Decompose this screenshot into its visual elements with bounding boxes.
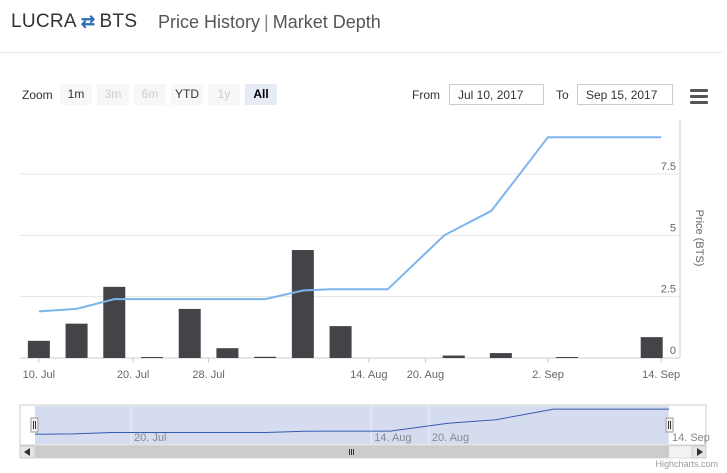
- volume-bar: [65, 323, 88, 358]
- volume-bar: [254, 356, 277, 358]
- navigator-selection[interactable]: [35, 406, 669, 444]
- zoom-all-button[interactable]: All: [245, 84, 277, 105]
- navigator-label: 14. Aug: [374, 432, 411, 444]
- navigator-left-handle[interactable]: [30, 417, 39, 433]
- x-tick-label: 28. Jul: [192, 369, 224, 381]
- from-date-input[interactable]: Jul 10, 2017: [449, 84, 544, 105]
- navigator-right-handle[interactable]: [665, 417, 674, 433]
- x-axis: 10. Jul 20. Jul 28. Jul 14. Aug 20. Aug 2. Se…: [23, 358, 680, 381]
- navigator-label: 14. Sep: [672, 432, 710, 444]
- to-label: To: [556, 88, 569, 102]
- tab-market-depth[interactable]: Market Depth: [272, 12, 381, 32]
- navigator-label: 20. Jul: [134, 432, 166, 444]
- price-line: [38, 136, 662, 313]
- y-tick-label: 5: [670, 222, 676, 234]
- volume-bar: [27, 340, 50, 358]
- x-tick-label: 20. Jul: [117, 369, 149, 381]
- y-axis-title: Price (BTS): [693, 210, 705, 267]
- x-tick-label: 14. Sep: [642, 369, 680, 381]
- market-pair: LUCRA ⇄ BTS: [11, 11, 137, 33]
- zoom-ytd-button[interactable]: YTD: [171, 84, 203, 105]
- tab-price-history[interactable]: Price History: [158, 12, 261, 32]
- base-asset[interactable]: LUCRA: [11, 11, 77, 32]
- y-tick-label: 7.5: [661, 161, 676, 173]
- header-divider: [0, 52, 723, 53]
- zoom-3m-button[interactable]: 3m: [97, 84, 129, 105]
- volume-bar: [329, 326, 352, 358]
- zoom-1y-button[interactable]: 1y: [208, 84, 240, 105]
- x-tick-label: 10. Jul: [23, 369, 55, 381]
- navigator-line: [34, 408, 669, 435]
- swap-icon[interactable]: ⇄: [80, 12, 96, 31]
- scrollbar-left-arrow-icon[interactable]: [19, 445, 35, 459]
- header: LUCRA ⇄ BTS Price History | Market Depth: [0, 0, 727, 50]
- zoom-1m-button[interactable]: 1m: [60, 84, 92, 105]
- navigator-labels: 20. Jul 14. Aug 20. Aug 14. Sep: [134, 432, 710, 444]
- hamburger-menu-icon[interactable]: [690, 89, 708, 107]
- volume-bar: [216, 348, 239, 358]
- scrollbar-right-arrow-icon[interactable]: [691, 445, 707, 459]
- volume-bar: [442, 355, 465, 358]
- x-tick-label: 20. Aug: [407, 369, 444, 381]
- y-axis: 0 2.5 5 7.5: [661, 161, 676, 357]
- to-date-input[interactable]: Sep 15, 2017: [577, 84, 673, 105]
- chart-tabs: Price History | Market Depth: [158, 12, 381, 33]
- volume-bar: [103, 286, 126, 358]
- highcharts-credit[interactable]: Highcharts.com: [655, 459, 718, 469]
- volume-bar: [489, 353, 512, 358]
- scrollbar-grip-icon: [349, 449, 354, 455]
- zoom-label: Zoom: [22, 88, 53, 102]
- volume-bar: [291, 250, 314, 358]
- volume-bar: [640, 337, 663, 358]
- x-tick-label: 2. Sep: [532, 369, 564, 381]
- quote-asset[interactable]: BTS: [99, 11, 138, 32]
- volume-bar: [178, 308, 201, 358]
- volume-bars: [27, 250, 663, 358]
- zoom-6m-button[interactable]: 6m: [134, 84, 166, 105]
- volume-bar: [141, 357, 163, 358]
- tab-separator: |: [264, 12, 269, 32]
- y-tick-label: 0: [670, 345, 676, 357]
- navigator-label: 20. Aug: [432, 432, 469, 444]
- volume-bar: [555, 357, 578, 358]
- from-label: From: [412, 88, 440, 102]
- y-tick-label: 2.5: [661, 284, 676, 296]
- x-tick-label: 14. Aug: [350, 369, 387, 381]
